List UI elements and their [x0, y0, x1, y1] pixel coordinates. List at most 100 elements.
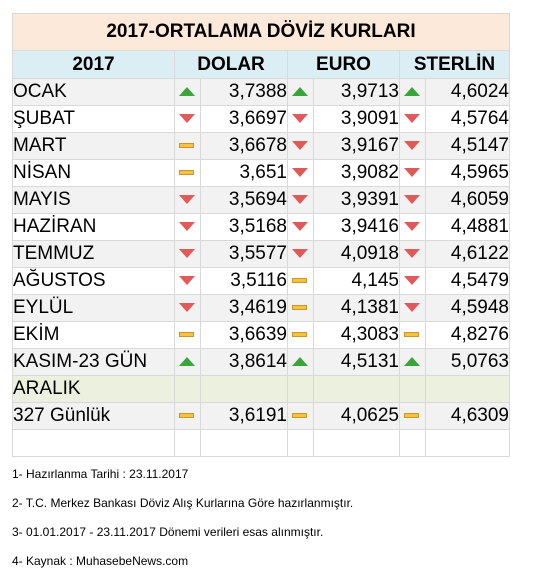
dolar-trend-cell	[174, 267, 201, 295]
dolar-trend-cell	[174, 186, 201, 214]
sterlin-trend-cell	[399, 105, 426, 133]
sterlin-trend-cell	[399, 402, 426, 430]
dolar-value: 3,5168	[200, 213, 288, 241]
empty-cell	[425, 429, 510, 457]
down-arrow-icon	[404, 141, 420, 151]
header-year: 2017	[12, 50, 175, 79]
table-row: AĞUSTOS 3,5116 4,145 4,5479	[12, 267, 510, 295]
sterlin-value: 4,6059	[425, 186, 510, 214]
euro-trend-cell	[287, 78, 314, 106]
row-label: MART	[12, 132, 175, 160]
down-arrow-icon	[179, 195, 195, 205]
empty-cell	[399, 429, 426, 457]
down-arrow-icon	[404, 276, 420, 286]
sterlin-value: 5,0763	[425, 348, 510, 376]
down-arrow-icon	[292, 222, 308, 232]
table-title: 2017-ORTALAMA DÖVİZ KURLARI	[12, 13, 510, 51]
euro-trend-cell	[287, 321, 314, 349]
sterlin-value: 4,5479	[425, 267, 510, 295]
empty-cell	[287, 375, 314, 403]
dolar-trend-cell	[174, 213, 201, 241]
table-row: KASIM-23 GÜN 3,8614 4,5131 5,0763	[12, 348, 510, 376]
header-dolar: DOLAR	[174, 50, 288, 79]
sterlin-trend-cell	[399, 267, 426, 295]
dolar-trend-cell	[174, 159, 201, 187]
down-arrow-icon	[404, 168, 420, 178]
dolar-value: 3,4619	[200, 294, 288, 322]
empty-cell	[287, 429, 314, 457]
dolar-trend-cell	[174, 78, 201, 106]
empty-cell	[174, 375, 201, 403]
down-arrow-icon	[292, 114, 308, 124]
empty-cell	[425, 375, 510, 403]
table-row: EKİM 3,6639 4,3083 4,8276	[12, 321, 510, 349]
table-row: EYLÜL 3,4619 4,1381 4,5948	[12, 294, 510, 322]
sterlin-value: 4,5965	[425, 159, 510, 187]
sterlin-value: 4,4881	[425, 213, 510, 241]
sterlin-value: 4,5764	[425, 105, 510, 133]
dolar-trend-cell	[174, 105, 201, 133]
header-euro: EURO	[287, 50, 400, 79]
euro-value: 3,9167	[313, 132, 400, 160]
euro-trend-cell	[287, 105, 314, 133]
empty-cell	[12, 429, 175, 457]
down-arrow-icon	[179, 303, 195, 313]
dolar-trend-cell	[174, 348, 201, 376]
euro-trend-cell	[287, 159, 314, 187]
table-row: ŞUBAT 3,6697 3,9091 4,5764	[12, 105, 510, 133]
flat-dash-icon	[292, 332, 307, 338]
euro-trend-cell	[287, 132, 314, 160]
empty-cell	[174, 429, 201, 457]
euro-trend-cell	[287, 213, 314, 241]
flat-dash-icon	[404, 413, 419, 419]
row-label: AĞUSTOS	[12, 267, 175, 295]
dolar-value: 3,6191	[200, 402, 288, 430]
down-arrow-icon	[292, 195, 308, 205]
dolar-trend-cell	[174, 240, 201, 268]
down-arrow-icon	[179, 249, 195, 259]
flat-dash-icon	[179, 413, 194, 419]
up-arrow-icon	[292, 357, 308, 367]
euro-value: 3,9713	[313, 78, 400, 106]
euro-value: 3,9416	[313, 213, 400, 241]
dolar-value: 3,5116	[200, 267, 288, 295]
row-label: TEMMUZ	[12, 240, 175, 268]
table-row: MART 3,6678 3,9167 4,5147	[12, 132, 510, 160]
row-label: HAZİRAN	[12, 213, 175, 241]
row-label: 327 Günlük	[12, 402, 175, 430]
euro-value: 4,5131	[313, 348, 400, 376]
sterlin-trend-cell	[399, 78, 426, 106]
dolar-value: 3,6678	[200, 132, 288, 160]
row-label: EYLÜL	[12, 294, 175, 322]
sterlin-value: 4,6122	[425, 240, 510, 268]
dolar-trend-cell	[174, 294, 201, 322]
exchange-rate-table: 2017-ORTALAMA DÖVİZ KURLARI 2017 DOLAR E…	[12, 13, 510, 457]
row-label: MAYIS	[12, 186, 175, 214]
down-arrow-icon	[292, 168, 308, 178]
down-arrow-icon	[404, 249, 420, 259]
sterlin-trend-cell	[399, 321, 426, 349]
dolar-value: 3,651	[200, 159, 288, 187]
euro-trend-cell	[287, 402, 314, 430]
dolar-value: 3,7388	[200, 78, 288, 106]
sterlin-trend-cell	[399, 240, 426, 268]
euro-value: 3,9082	[313, 159, 400, 187]
footnote: 2- T.C. Merkez Bankası Döviz Alış Kurlar…	[12, 496, 354, 510]
up-arrow-icon	[179, 357, 195, 367]
dolar-trend-cell	[174, 321, 201, 349]
row-label: KASIM-23 GÜN	[12, 348, 175, 376]
row-label: OCAK	[12, 78, 175, 106]
down-arrow-icon	[179, 114, 195, 124]
table-row-aralik: ARALIK	[12, 375, 510, 403]
empty-cell	[313, 429, 400, 457]
down-arrow-icon	[179, 276, 195, 286]
sterlin-value: 4,6024	[425, 78, 510, 106]
euro-trend-cell	[287, 267, 314, 295]
footnote: 1- Hazırlanma Tarihi : 23.11.2017	[12, 467, 189, 481]
table-row-total: 327 Günlük 3,6191 4,0625 4,6309	[12, 402, 510, 430]
euro-value: 3,9391	[313, 186, 400, 214]
up-arrow-icon	[404, 357, 420, 367]
up-arrow-icon	[179, 87, 195, 97]
down-arrow-icon	[404, 303, 420, 313]
sterlin-value: 4,5147	[425, 132, 510, 160]
